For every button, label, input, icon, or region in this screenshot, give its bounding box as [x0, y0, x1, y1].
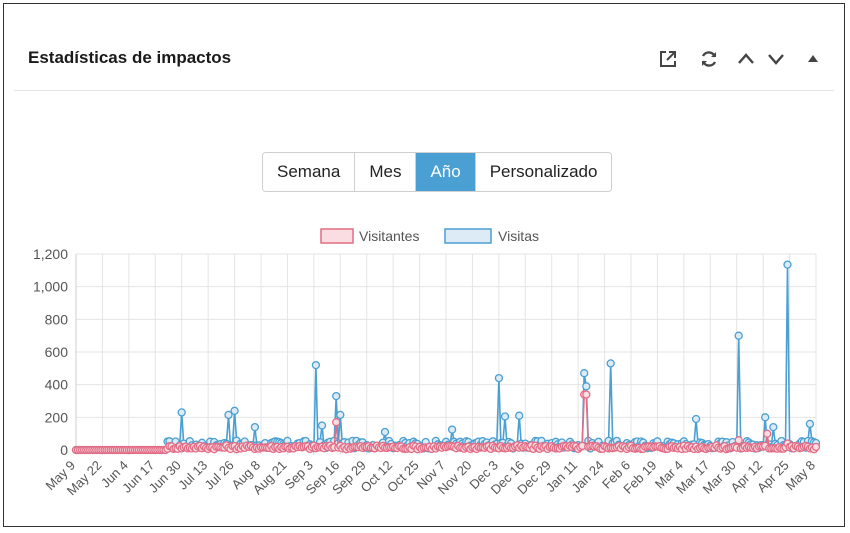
data-point-visitas: [805, 419, 815, 429]
data-point-visitantes: [734, 436, 743, 445]
data-point-visitas: [380, 427, 390, 437]
y-tick-label: 400: [45, 377, 69, 393]
legend-swatch-visitas: [444, 228, 492, 244]
data-point-visitantes: [332, 418, 341, 427]
range-button-group: Semana Mes Año Personalizado: [262, 152, 613, 192]
range-week-button[interactable]: Semana: [263, 153, 356, 191]
data-point-visitantes: [811, 442, 821, 452]
impact-stats-panel: Estadísticas de impactos Semana Mes Año …: [3, 3, 845, 527]
range-year-button[interactable]: Año: [416, 153, 476, 191]
data-point-visitas: [177, 408, 186, 417]
data-point-visitas: [494, 373, 504, 383]
data-point-visitas: [582, 382, 591, 391]
data-point-visitas: [332, 391, 341, 401]
data-point-visitas: [761, 413, 770, 422]
range-custom-button[interactable]: Personalizado: [475, 153, 612, 191]
y-axis: 0 200 400 600 800 1,000 1,200: [33, 246, 68, 458]
x-tick-label: May 8: [782, 458, 818, 494]
data-point-visitas: [317, 421, 327, 430]
data-point-visitas: [250, 422, 260, 432]
data-point-visitas: [230, 406, 239, 415]
data-point-visitas: [606, 359, 615, 368]
series-visitantes: [71, 390, 821, 455]
y-tick-label: 1,200: [33, 246, 68, 262]
impact-line-chart: Visitantes Visitas 0 200 400 600 800 1,000 1,2…: [33, 228, 821, 499]
refresh-icon[interactable]: [698, 48, 720, 70]
data-point-visitas: [500, 412, 510, 421]
y-tick-label: 600: [45, 344, 69, 360]
data-point-visitas: [691, 414, 701, 424]
legend-label-visitantes: Visitantes: [359, 228, 419, 244]
y-tick-label: 200: [45, 409, 69, 425]
y-tick-label: 0: [60, 442, 68, 458]
x-tick-label: Jul 26: [202, 458, 237, 493]
data-point-visitas: [580, 369, 589, 378]
chevron-down-icon[interactable]: [765, 48, 787, 70]
panel-header: Estadísticas de impactos: [14, 4, 834, 91]
legend-label-visitas: Visitas: [498, 228, 539, 244]
chevron-up-icon[interactable]: [735, 48, 757, 70]
range-month-button[interactable]: Mes: [355, 153, 417, 191]
legend-swatch-visitantes: [320, 228, 354, 244]
chart-series: [71, 260, 821, 455]
external-link-icon[interactable]: [657, 48, 679, 70]
y-tick-label: 800: [45, 311, 69, 327]
data-point-visitas: [734, 331, 743, 340]
y-tick-label: 1,000: [33, 279, 68, 295]
data-point-visitantes: [763, 429, 772, 438]
data-point-visitas: [783, 260, 792, 269]
x-tick-label: Jul 13: [175, 458, 210, 493]
caret-up-icon[interactable]: [802, 48, 824, 70]
panel-title: Estadísticas de impactos: [28, 48, 232, 67]
data-point-visitas: [311, 360, 321, 370]
data-point-visitas: [515, 411, 524, 420]
data-point-visitas: [769, 422, 778, 432]
data-point-visitantes: [582, 390, 591, 399]
data-point-visitas: [447, 425, 457, 434]
chart-grid: [75, 253, 817, 455]
chart-legend: Visitantes Visitas: [320, 228, 539, 244]
data-point-visitas: [336, 410, 345, 420]
data-point-visitas: [224, 410, 233, 420]
